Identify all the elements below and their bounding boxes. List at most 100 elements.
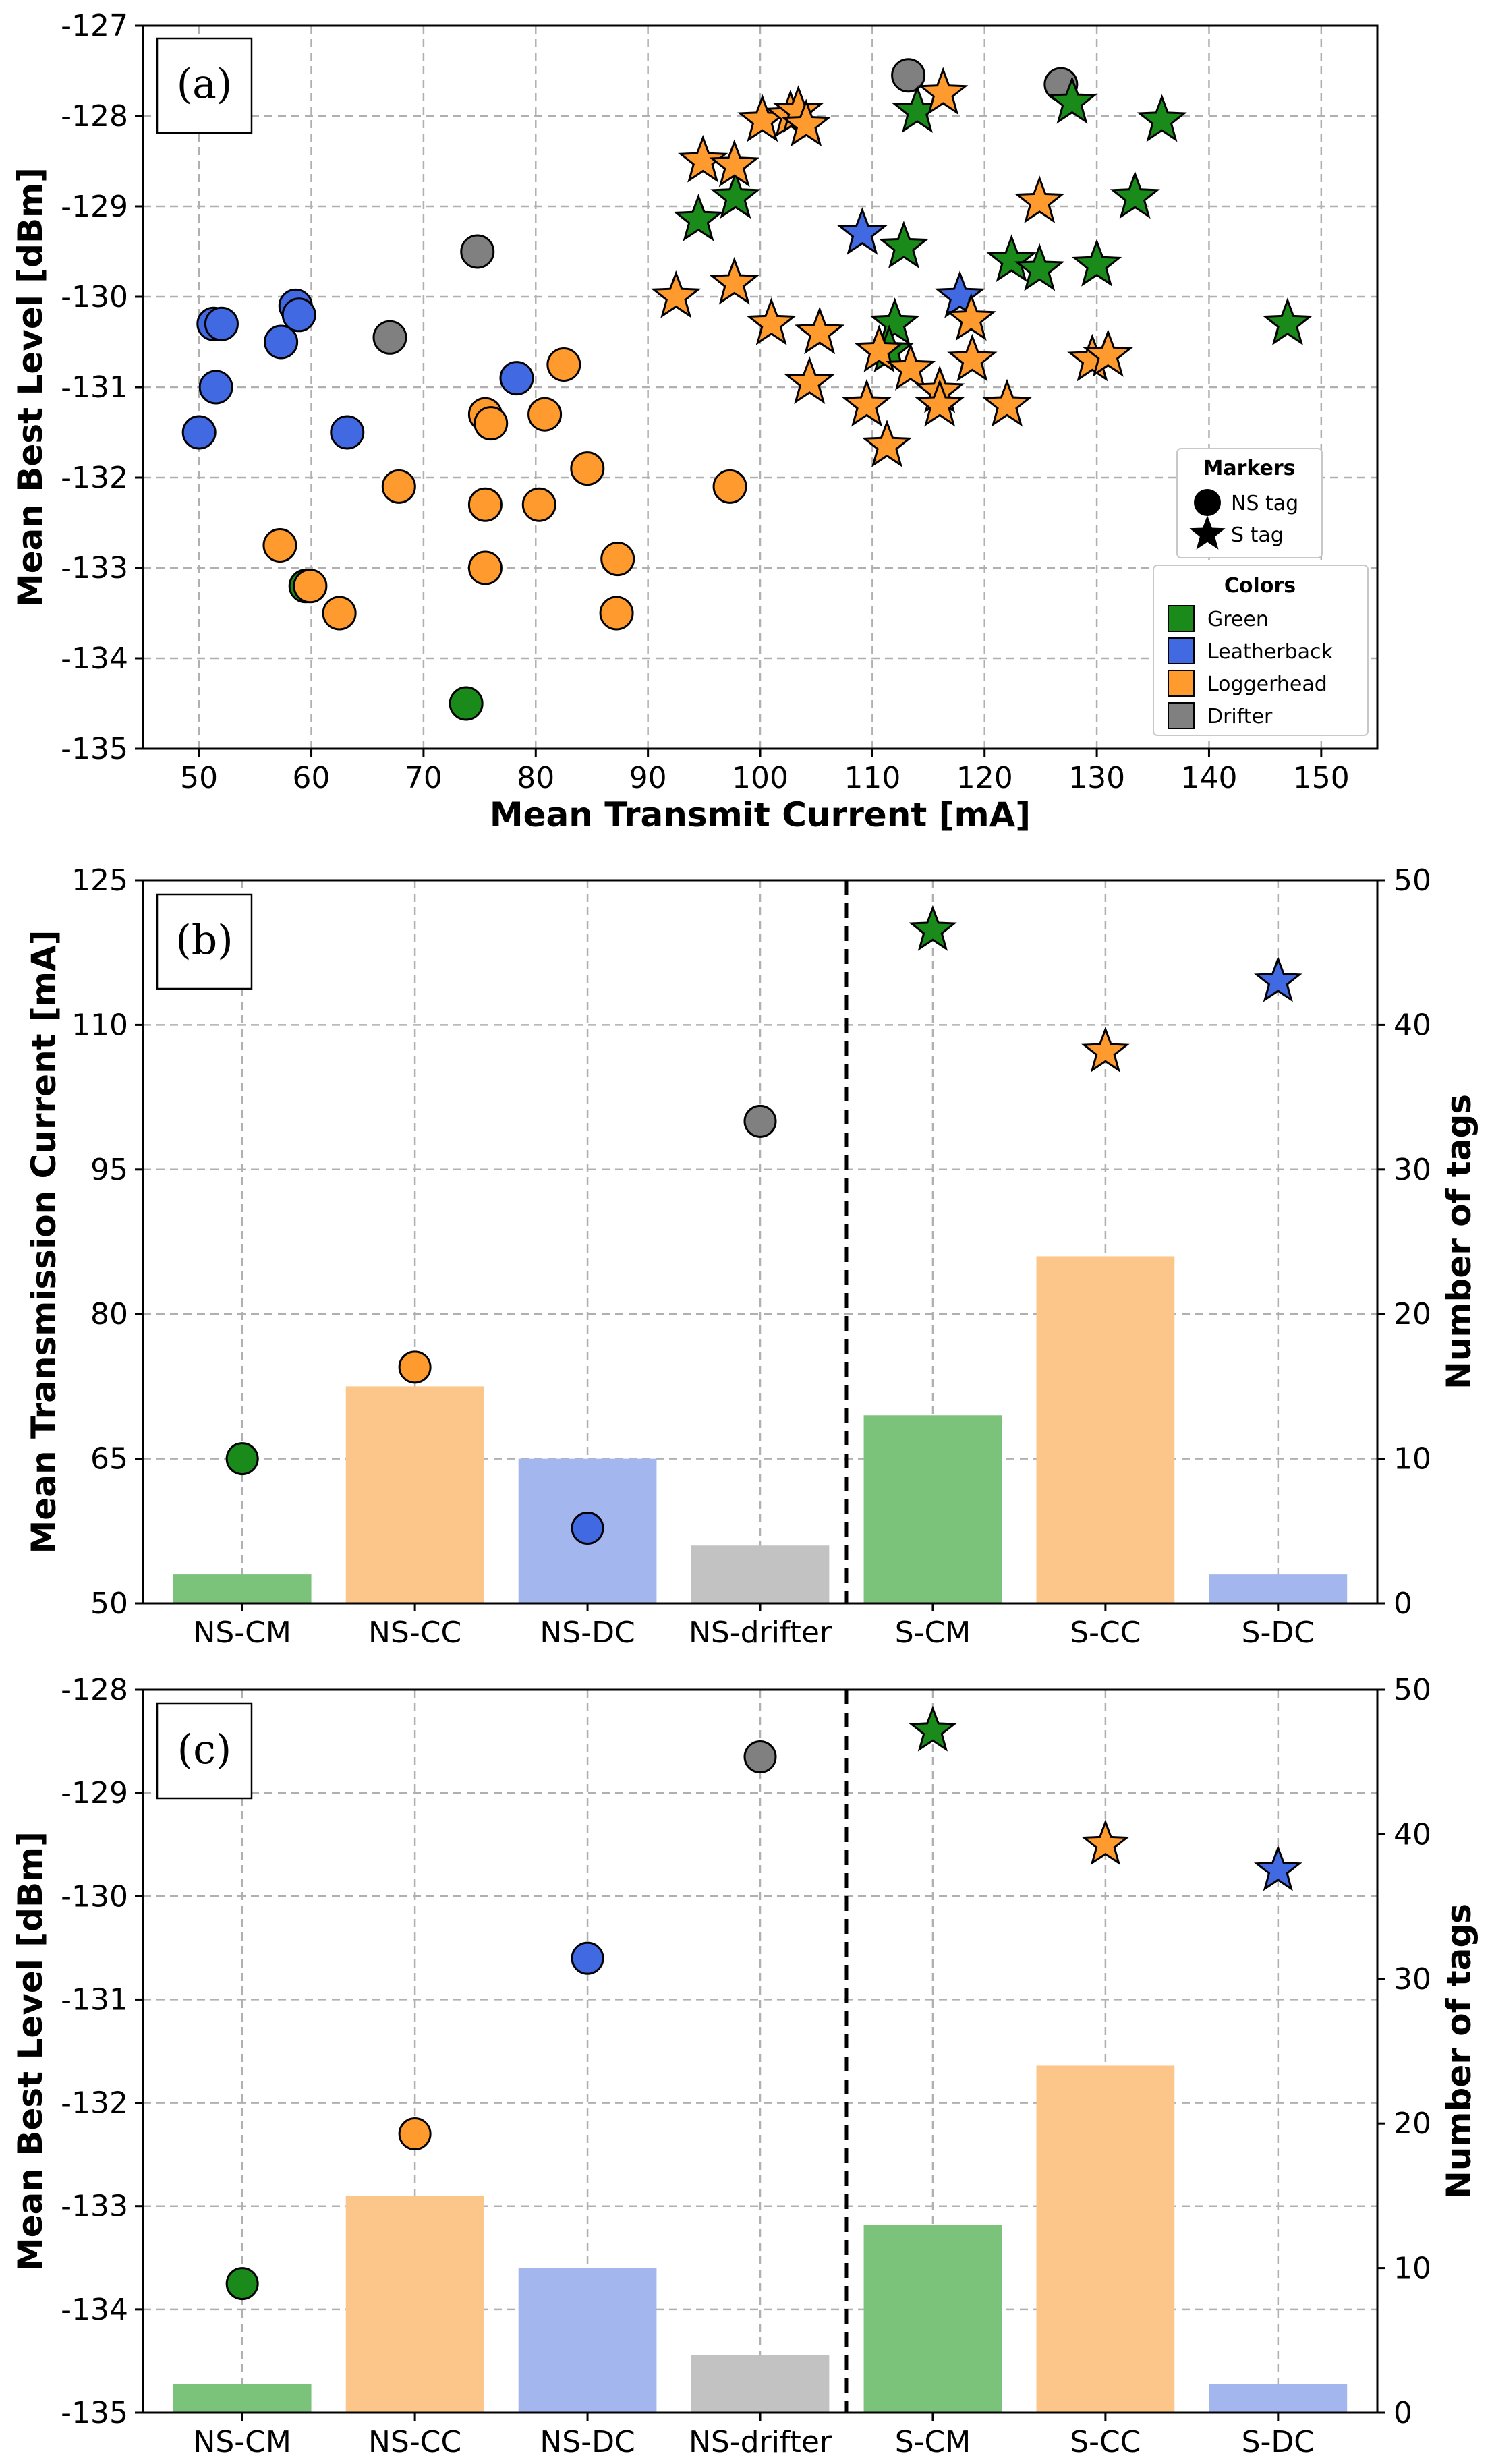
panel-c-ylabel: Mean Best Level [dBm] [11, 1831, 50, 2271]
point-loggerhead-s-tag [918, 67, 969, 115]
point-loggerhead-s-tag [981, 378, 1033, 427]
panel-a-ytick-label: -133 [61, 551, 128, 585]
panel-c-ticks: -135 -134 -133 -132 -131 -130 -129 -128 0 10 20 30 4… [61, 1673, 1431, 2459]
point-loggerhead-ns-tag [521, 487, 556, 522]
legend-star-icon [1189, 515, 1226, 550]
b-category-label: S-CC [1070, 1615, 1141, 1650]
point-loggerhead-s-tag [915, 378, 965, 427]
point-leatherback-ns-tag [198, 370, 233, 405]
b-ytick-label: 125 [71, 863, 128, 898]
point-leatherback-ns-tag [330, 415, 365, 450]
point-leatherback-s-tag [934, 270, 985, 318]
panel-a-xtick-label: 100 [732, 761, 788, 795]
point-green-s-tag [710, 171, 761, 219]
panel-a-xtick-label: 50 [180, 761, 218, 795]
legend-circle-icon [1194, 489, 1221, 516]
legend-label-loggerhead: Loggerhead [1207, 672, 1327, 696]
point-loggerhead-ns-tag [570, 451, 605, 486]
point-loggerhead-s-tag [885, 343, 936, 391]
point-loggerhead-ns-tag [712, 469, 747, 504]
point-loggerhead-s-tag [854, 324, 905, 373]
c-ytick-right-label: 0 [1394, 2396, 1412, 2430]
panel-a-xtick-label: 70 [405, 761, 442, 795]
point-leatherback-ns-tag [264, 324, 299, 360]
panel-a-xlabel: Mean Transmit Current [mA] [490, 795, 1031, 834]
c-category-label: NS-DC [540, 2425, 635, 2459]
point-green-s-tag [878, 221, 929, 268]
panel-c-bars [173, 2065, 1348, 2413]
b-category-label: NS-CM [193, 1615, 291, 1650]
b-ytick-label: 65 [90, 1442, 128, 1477]
panel-b-ylabel-right: Number of tags [1439, 1094, 1479, 1389]
panel-a-ticks: 50 60 70 80 90 100 110 120 130 140 150 -135 -134 -133… [61, 9, 1350, 795]
b-point-s-cm [909, 905, 957, 951]
c-ytick-right-label: 40 [1394, 1817, 1431, 1852]
b-bar-s-dc [1209, 1574, 1348, 1603]
c-category-label: NS-CC [368, 2425, 461, 2459]
b-category-label: NS-drifter [689, 1615, 832, 1650]
point-loggerhead-s-tag [651, 270, 701, 318]
point-loggerhead-ns-tag [262, 528, 297, 563]
b-point-ns-dc [571, 1512, 604, 1545]
b-ytick-right-label: 0 [1394, 1586, 1412, 1621]
point-green-s-tag [1137, 94, 1187, 142]
c-bar-s-dc [1209, 2384, 1348, 2413]
b-ytick-label: 50 [90, 1586, 128, 1621]
point-green-s-tag [1110, 171, 1160, 219]
c-point-s-cm [909, 1705, 957, 1752]
c-ytick-label: -134 [61, 2293, 128, 2327]
point-loggerhead-s-tag [1083, 329, 1133, 377]
c-bar-s-cc [1036, 2065, 1175, 2413]
c-point-ns-drifter [743, 1740, 777, 1774]
legend-colors: Colors Green Leatherback Loggerhead Drif… [1153, 565, 1369, 736]
panel-a-ytick-label: -131 [61, 370, 128, 405]
point-green-s-tag [1014, 243, 1065, 291]
point-loggerhead-ns-tag [381, 469, 416, 504]
panel-a-ylabel: Mean Best Level [dBm] [11, 167, 50, 607]
point-drifter-ns-tag [372, 320, 407, 355]
point-loggerhead-ns-tag [599, 596, 634, 631]
panel-b-bars [173, 1256, 1348, 1603]
point-green-s-tag [869, 297, 920, 345]
panel-c-label: (c) [177, 1726, 231, 1773]
b-ytick-right-label: 40 [1394, 1008, 1431, 1042]
point-loggerhead-ns-tag [527, 397, 563, 432]
point-green-s-tag [986, 234, 1037, 283]
point-green-s-tag [1071, 239, 1122, 287]
point-loggerhead-s-tag [795, 306, 845, 355]
b-category-label: S-CM [895, 1615, 971, 1650]
b-bar-ns-drifter [691, 1545, 830, 1603]
legend-colors-box [1153, 565, 1369, 736]
panel-b-grid [143, 879, 1377, 1605]
panel-a-label-box [156, 37, 253, 134]
legend-markers-title: Markers [1203, 457, 1295, 480]
panel-a-scatter: 50 60 70 80 90 100 110 120 130 140 150 -135 -134 -133… [11, 9, 1379, 834]
legend-s-tag-label: S tag [1231, 523, 1284, 547]
point-loggerhead-ns-tag [293, 569, 328, 604]
b-ytick-right-label: 50 [1394, 863, 1431, 898]
c-point-s-cc [1081, 1819, 1130, 1866]
legend-colors-title: Colors [1224, 574, 1296, 598]
legend-swatch-green [1168, 605, 1195, 632]
c-category-label: NS-CM [193, 2425, 291, 2459]
panel-b-frame [142, 879, 1379, 1605]
c-bar-ns-cc [345, 2196, 484, 2413]
panel-b-ticks: 50 65 80 95 110 125 0 10 20 30 40 50 NS-CM NS-CC NS-DC… [71, 863, 1431, 1650]
point-loggerhead-s-tag [781, 98, 832, 147]
panel-a-label: (a) [177, 61, 233, 108]
panel-b-ylabel: Mean Transmission Current [mA] [24, 930, 63, 1554]
point-loggerhead-s-tag [947, 333, 998, 382]
point-drifter-ns-tag [460, 234, 495, 269]
point-loggerhead-ns-tag [322, 596, 357, 631]
panel-a-frame [142, 24, 1379, 750]
c-category-label: S-CM [895, 2425, 971, 2459]
point-green-s-tag [1047, 76, 1097, 124]
point-leatherback-ns-tag [499, 361, 534, 396]
point-loggerhead-s-tag [841, 378, 892, 427]
c-bar-ns-cm [173, 2384, 312, 2413]
c-bar-s-cm [863, 2225, 1002, 2413]
panel-c-points [225, 1705, 1302, 2301]
legend-swatch-leatherback [1168, 637, 1195, 664]
point-loggerhead-s-tag [946, 293, 996, 341]
